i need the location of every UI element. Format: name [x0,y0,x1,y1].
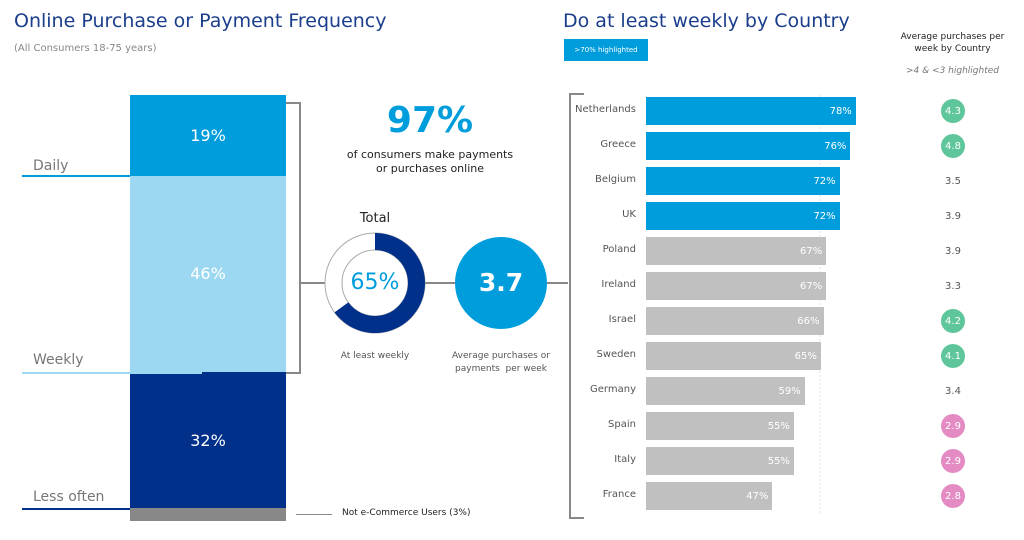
stack-segment-daily: 19% [130,95,286,176]
headline-text-1: of consumers make payments [346,148,514,161]
country-label: UK [622,209,636,220]
country-label: Poland [602,244,636,255]
avg-purchases-badge: 4.3 [941,99,965,123]
left-subtitle: (All Consumers 18-75 years) [14,43,157,54]
avg-header-1: Average purchases per [900,32,1005,42]
right-title: Do at least weekly by Country [563,10,850,32]
country-label: Belgium [595,174,636,185]
bar-label: 65% [794,350,817,362]
donut-title: Total [359,211,391,226]
stack-segment-less-often: 32% [130,371,286,509]
bar-label: 55% [767,420,790,432]
country-label: Spain [608,419,636,430]
level-less-line [22,508,130,510]
avg-circle [455,237,547,329]
level-daily-line [22,175,130,177]
country-label: Ireland [601,279,636,290]
level-weekly: Weekly [33,352,84,368]
bar-label: 66% [797,315,820,327]
bar-label: 67% [799,280,823,292]
avg-purchases-badge: 4.1 [941,344,965,368]
donut-arc [334,233,425,333]
segment-label: 19% [190,125,226,145]
avg-caption-2: payments per week [455,364,547,374]
country-bar: 55% [646,412,794,440]
bracket-left [286,102,301,374]
stack-segment-weekly: 46% [130,175,286,372]
bar-label: 76% [824,140,847,152]
level-daily: Daily [33,158,69,174]
avg-purchases-badge: 2.9 [941,414,965,438]
country-bar: 65% [646,342,821,370]
country-label: Italy [614,454,636,465]
country-bar: 67% [646,237,827,265]
country-label: Israel [608,314,636,325]
avg-purchases-badge: 2.9 [941,449,965,473]
avg-value: 3.7 [478,268,524,297]
country-label: Greece [600,139,636,150]
bar-label: 59% [778,385,801,397]
country-bar: 67% [646,272,827,300]
avg-purchases-badge: 3.3 [945,280,961,292]
avg-purchases-badge: 4.8 [941,134,965,158]
country-label: France [602,489,636,500]
level-less-often: Less often [33,489,105,505]
segment-label: 46% [190,264,226,284]
segment-label: 32% [190,430,226,450]
level-weekly-line [22,372,202,374]
country-bar: 59% [646,377,805,405]
country-bar: 72% [646,167,840,195]
country-label: Sweden [596,349,636,360]
headline-text-2: or purchases online [375,162,485,175]
not-users-line [296,514,332,515]
country-bar: 47% [646,482,773,510]
country-bar: 72% [646,202,840,230]
avg-note: >4 & <3 highlighted [906,66,999,76]
highlight-badge: >70% highlighted [564,39,648,61]
bar-label: 78% [829,105,852,117]
bar-label: 72% [813,175,836,187]
bar-label: 47% [746,490,769,502]
stack-segment-not-users [130,508,286,521]
left-title: Online Purchase or Payment Frequency [14,10,387,32]
country-bar: 78% [646,97,856,125]
avg-purchases-badge: 3.9 [945,210,961,222]
avg-purchases-badge: 2.8 [941,484,965,508]
bar-label: 72% [813,210,836,222]
avg-purchases-badge: 3.5 [945,175,961,187]
avg-purchases-badge: 3.4 [945,385,961,397]
avg-purchases-badge: 3.9 [945,245,961,257]
country-bar: 76% [646,132,851,160]
country-bar: 55% [646,447,794,475]
avg-caption-1: Average purchases or [452,351,550,361]
bar-label: 55% [767,455,790,467]
donut-caption: At least weekly [340,351,410,361]
not-users-label: Not e-Commerce Users (3%) [342,508,471,518]
country-label: Germany [590,384,636,395]
bar-label: 67% [799,245,823,257]
avg-purchases-badge: 4.2 [941,309,965,333]
country-label: Netherlands [575,104,636,115]
bracket-right [569,93,584,519]
headline-value: 97% [386,100,474,141]
donut-value: 65% [350,270,400,295]
avg-header-2: week by Country [914,44,991,54]
country-bar: 66% [646,307,824,335]
